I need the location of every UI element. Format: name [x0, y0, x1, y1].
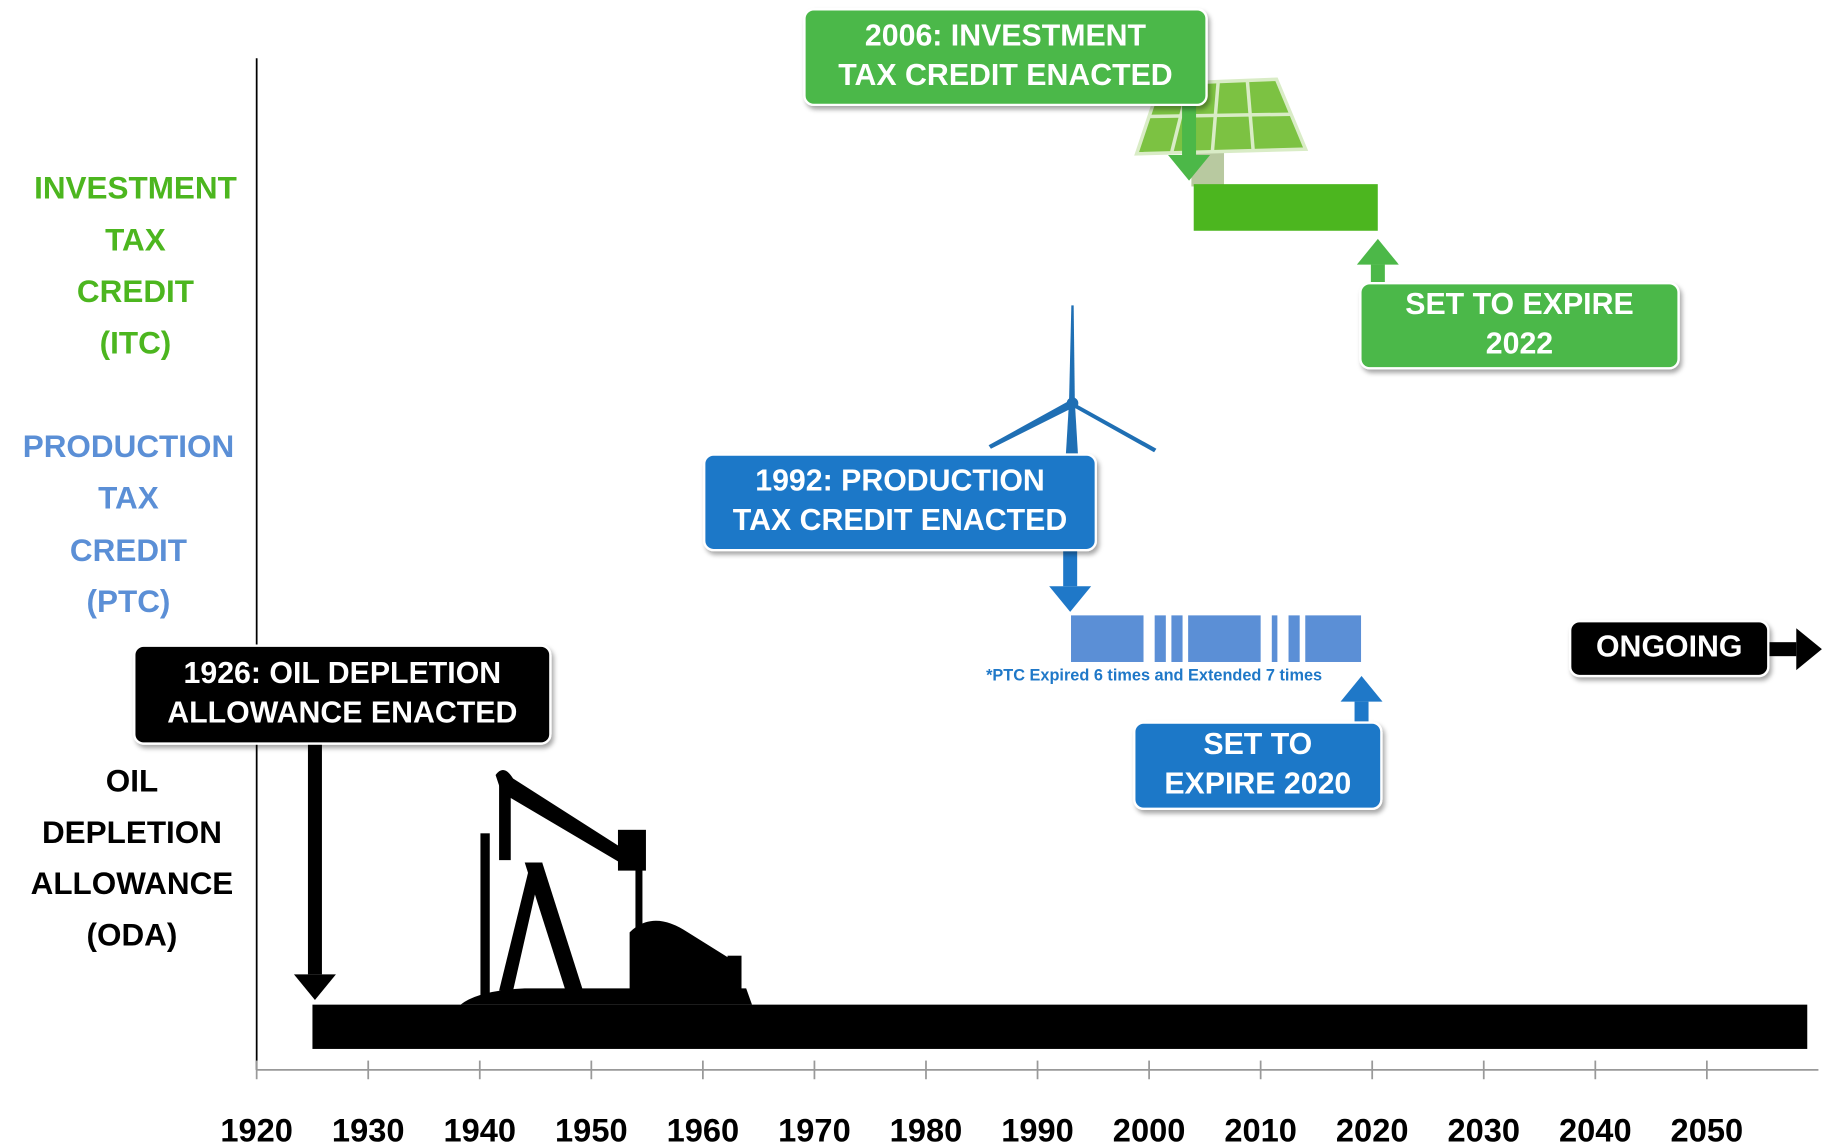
arrow-shaft: [1354, 701, 1369, 723]
timeline-bar: [1288, 615, 1300, 662]
x-tick-label: 2030: [1447, 1111, 1520, 1148]
x-tick-label: 2050: [1671, 1111, 1744, 1148]
row-label: (ITC): [100, 325, 172, 360]
row-label: (PTC): [87, 584, 171, 619]
x-tick-label: 1940: [443, 1111, 516, 1148]
x-tick-label: 1930: [332, 1111, 405, 1148]
callout-arrow: [1768, 628, 1822, 671]
pumpjack-icon: [460, 769, 752, 1005]
timeline-bar: [1071, 615, 1144, 662]
x-tick-label: 1920: [220, 1111, 293, 1148]
callout-text: TAX CREDIT ENACTED: [838, 59, 1172, 92]
arrow-shaft: [1063, 550, 1078, 587]
bar-note: *PTC Expired 6 times and Extended 7 time…: [986, 666, 1322, 684]
timeline-bar: [1193, 184, 1378, 231]
row-label: CREDIT: [70, 533, 187, 568]
x-tick-label: 2010: [1224, 1111, 1297, 1148]
x-tick-label: 2040: [1559, 1111, 1632, 1148]
timeline-bar: [1154, 615, 1166, 662]
x-tick-label: 1990: [1001, 1111, 1074, 1148]
row-label: INVESTMENT: [34, 170, 237, 205]
x-tick-label: 1970: [778, 1111, 851, 1148]
timeline-bar: [1171, 615, 1183, 662]
callout-text: ALLOWANCE ENACTED: [167, 696, 517, 729]
x-tick-label: 1960: [667, 1111, 740, 1148]
x-tick-label: 2000: [1113, 1111, 1186, 1148]
x-tick-label: 1950: [555, 1111, 628, 1148]
callout-text: 2006: INVESTMENT: [865, 19, 1147, 52]
timeline-bar: [1271, 615, 1278, 662]
callout-box: [1359, 282, 1680, 370]
x-tick-label: 2020: [1336, 1111, 1409, 1148]
arrow-head: [1356, 238, 1399, 265]
arrow-head: [1796, 628, 1822, 671]
callout-box: [803, 8, 1208, 107]
arrow-head: [1168, 155, 1211, 181]
callout-text: SET TO EXPIRE: [1405, 288, 1633, 321]
row-label: DEPLETION: [42, 815, 222, 850]
callout-box: [703, 453, 1097, 552]
callout-text: SET TO: [1203, 728, 1312, 761]
callout-arrow: [1168, 104, 1211, 181]
timeline-bar: [1188, 615, 1261, 662]
arrow-shaft: [307, 743, 322, 975]
wind-turbine-icon: [988, 305, 1157, 461]
callout-arrow: [1340, 675, 1383, 723]
timeline-bar: [1305, 615, 1362, 662]
callout-box: [1569, 620, 1770, 678]
timeline-bar: [312, 1004, 1808, 1049]
callout-text: EXPIRE 2020: [1164, 768, 1351, 801]
callout-text: TAX CREDIT ENACTED: [733, 504, 1067, 537]
arrow-head: [1340, 675, 1383, 702]
arrow-shaft: [1182, 104, 1197, 156]
arrow-head: [1049, 586, 1092, 612]
callout-arrow: [1049, 550, 1092, 612]
callout-text: 1926: OIL DEPLETION: [184, 657, 502, 690]
callout-box: [133, 644, 552, 745]
callout-arrow: [293, 743, 336, 1000]
row-label: CREDIT: [77, 274, 194, 309]
row-label: TAX: [98, 480, 159, 515]
callout-arrow: [1356, 238, 1399, 284]
row-label: ALLOWANCE: [31, 866, 234, 901]
arrow-head: [293, 974, 336, 1000]
arrow-shaft: [1768, 642, 1797, 657]
row-label: TAX: [105, 223, 166, 258]
x-tick-label: 1980: [890, 1111, 963, 1148]
arrow-shaft: [1370, 264, 1385, 284]
row-label: PRODUCTION: [23, 429, 234, 464]
callout-text: 1992: PRODUCTION: [755, 465, 1045, 498]
callout-text: 2022: [1486, 328, 1553, 361]
row-label: OIL: [106, 764, 158, 799]
callout-box: [1133, 721, 1383, 811]
row-label: (ODA): [87, 917, 178, 952]
callout-text: ONGOING: [1596, 631, 1742, 664]
